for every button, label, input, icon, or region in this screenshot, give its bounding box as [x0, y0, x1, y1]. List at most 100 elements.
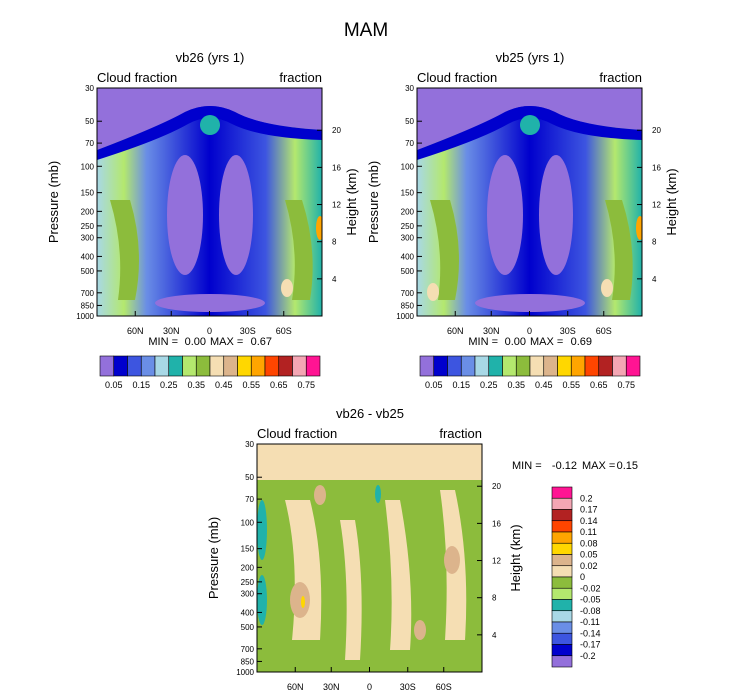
colorbar-label: 0.05 — [425, 380, 443, 390]
panel-vb26: vb26 (yrs 1) Cloud fraction fraction Pre… — [46, 50, 359, 390]
colorbar-swatch — [502, 355, 517, 377]
stats-min-value: 0.00 — [185, 336, 206, 348]
left-top-label: Cloud fraction — [417, 70, 497, 85]
left-top-label: Cloud fraction — [257, 426, 337, 441]
y-right-ticks: 20 16 12 8 4 — [317, 126, 341, 284]
y-tick-label: 70 — [85, 139, 94, 148]
colorbar-swatch — [557, 355, 572, 377]
colorbar-swatch — [551, 632, 573, 645]
y-tick-label: 250 — [241, 578, 255, 587]
colorbar-swatch — [551, 497, 573, 510]
colorbar: 0.20.170.140.110.080.050.020-0.02-0.05-0… — [551, 486, 601, 668]
y-tick-label: 70 — [245, 495, 254, 504]
y-tick-label: 400 — [81, 252, 95, 261]
colorbar-swatch — [250, 355, 266, 377]
x-tick-label: 60S — [436, 682, 452, 692]
y-tick-label: 200 — [241, 563, 255, 572]
colorbar-label: -0.17 — [580, 640, 601, 650]
y-right-tick-label: 4 — [492, 631, 497, 640]
colorbar-swatch — [529, 355, 545, 377]
figure-title: MAM — [344, 20, 388, 41]
y-right-tick-label: 16 — [492, 519, 501, 528]
y-tick-label: 400 — [241, 608, 255, 617]
colorbar-swatch — [515, 355, 531, 377]
y-tick-label: 300 — [401, 234, 415, 243]
y-tick-label: 1000 — [76, 312, 94, 321]
y-right-ticks: 20 16 12 8 4 — [637, 126, 661, 284]
x-tick-label: 0 — [207, 326, 212, 336]
colorbar-swatch — [551, 610, 573, 623]
colorbar-label: 0.14 — [580, 516, 598, 526]
y-right-axis-title: Height (km) — [664, 168, 679, 235]
colorbar-swatch — [584, 355, 600, 377]
stats-min-value: 0.00 — [505, 336, 526, 348]
colorbar-swatch — [570, 355, 586, 377]
panel-title: vb26 (yrs 1) — [176, 50, 245, 65]
x-tick-label: 60N — [127, 326, 144, 336]
colorbar-label: -0.14 — [580, 628, 601, 638]
colorbar-label: 0.75 — [617, 380, 635, 390]
colorbar-label: -0.11 — [580, 617, 600, 627]
colorbar-label: 0.08 — [580, 538, 598, 548]
x-tick-label: 0 — [367, 682, 372, 692]
colorbar-label: 0.65 — [270, 380, 288, 390]
left-top-label: Cloud fraction — [97, 70, 177, 85]
colorbar-swatch — [625, 355, 641, 377]
y-tick-label: 850 — [241, 657, 255, 666]
colorbar-label: 0.11 — [580, 527, 597, 537]
colorbar-label: 0.45 — [535, 380, 553, 390]
y-tick-label: 700 — [401, 289, 415, 298]
colorbar-label: 0.15 — [452, 380, 470, 390]
colorbar-label: 0.35 — [187, 380, 205, 390]
colorbar-swatch — [543, 355, 558, 377]
stats-max-label: MAX = — [530, 336, 563, 348]
y-tick-label: 1000 — [396, 312, 414, 321]
x-ticks: 60N 30N 0 30S 60S — [127, 311, 292, 336]
colorbar-swatch — [551, 655, 573, 668]
colorbar-label: 0.05 — [580, 550, 598, 560]
y-tick-label: 50 — [85, 117, 94, 126]
colorbar-label: 0.45 — [215, 380, 233, 390]
colorbar-label: 0.25 — [480, 380, 498, 390]
colorbar-swatch — [195, 355, 211, 377]
stats-min-label: MIN = — [512, 460, 542, 472]
y-tick-label: 100 — [401, 162, 415, 171]
colorbar-label: -0.05 — [580, 595, 601, 605]
colorbar-swatch — [127, 355, 142, 377]
colorbar-swatch — [154, 355, 170, 377]
y-tick-label: 30 — [85, 84, 94, 93]
colorbar-swatch — [551, 587, 573, 600]
y-ticks: 30 50 70 100 150 200 250 300 400 500 700 850 1000 — [396, 84, 422, 321]
stats-max-label: MAX = — [210, 336, 243, 348]
y-tick-label: 300 — [81, 234, 95, 243]
colorbar-swatch — [551, 621, 573, 634]
stats-max-value: 0.15 — [617, 460, 638, 472]
y-tick-label: 150 — [241, 545, 255, 554]
y-right-axis-title: Height (km) — [344, 168, 359, 235]
y-tick-label: 150 — [401, 189, 415, 198]
plot-area — [257, 444, 482, 672]
y-right-tick-label: 4 — [332, 275, 337, 284]
colorbar-swatch — [598, 355, 613, 377]
stats-max-value: 0.69 — [571, 336, 592, 348]
colorbar-swatch — [551, 542, 573, 555]
y-right-tick-label: 20 — [492, 482, 501, 491]
panel-difference: vb26 - vb25 Cloud fraction fraction Pres… — [206, 406, 638, 692]
y-right-tick-label: 12 — [492, 557, 501, 566]
y-right-tick-label: 20 — [332, 126, 341, 135]
y-tick-label: 500 — [81, 267, 95, 276]
y-tick-label: 250 — [401, 222, 415, 231]
y-tick-label: 200 — [81, 207, 95, 216]
x-tick-label: 30S — [240, 326, 256, 336]
panel-title: vb25 (yrs 1) — [496, 50, 565, 65]
stats-min-label: MIN = — [468, 336, 498, 348]
colorbar-swatch — [612, 355, 627, 377]
colorbar-label: 0.05 — [105, 380, 123, 390]
stats-min-value: -0.12 — [552, 460, 577, 472]
x-tick-label: 30N — [323, 682, 340, 692]
colorbar-label: 0 — [580, 572, 585, 582]
y-tick-label: 1000 — [236, 668, 254, 677]
colorbar-swatch — [99, 355, 115, 377]
colorbar-label: 0.65 — [590, 380, 608, 390]
y-tick-label: 200 — [401, 207, 415, 216]
